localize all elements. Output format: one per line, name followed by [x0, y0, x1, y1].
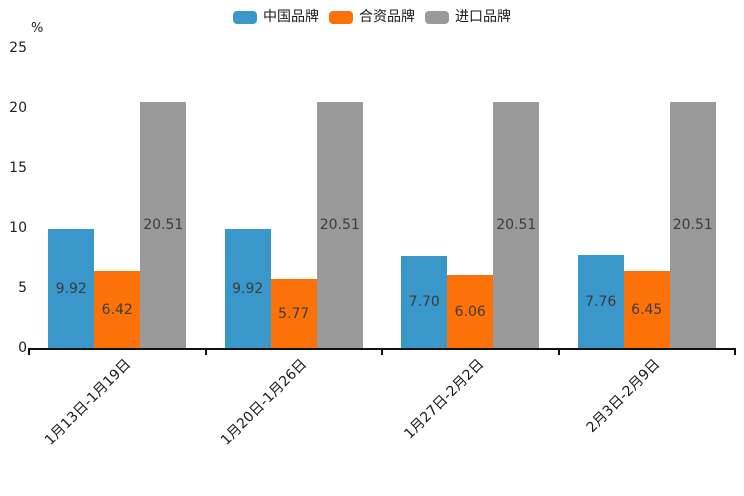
- bar-value-label: 20.51: [319, 217, 360, 233]
- legend-item[interactable]: 合资品牌: [329, 10, 415, 25]
- x-axis-label: 1月20日-1月26日: [218, 356, 311, 449]
- x-axis-tick: [734, 348, 736, 355]
- legend-label: 进口品牌: [455, 9, 511, 25]
- bar-value-label: 9.92: [55, 280, 87, 297]
- bar-value-label: 6.06: [454, 303, 486, 320]
- bar: 9.92: [48, 229, 95, 348]
- bar: 6.42: [94, 271, 141, 348]
- y-axis-tick-label: 25: [9, 40, 27, 56]
- bar: 5.77: [270, 279, 317, 348]
- bar: 7.70: [401, 256, 448, 348]
- bar: 20.51: [493, 102, 540, 348]
- bar-value-label: 7.70: [408, 294, 440, 310]
- bar-value-label: 20.51: [672, 217, 713, 233]
- x-axis-tick: [381, 348, 383, 355]
- legend-item[interactable]: 进口品牌: [425, 10, 511, 25]
- legend-label: 中国品牌: [263, 9, 319, 25]
- y-axis-tick-label: 20: [9, 100, 27, 116]
- y-axis-tick-label: 5: [18, 280, 27, 296]
- bar: 20.51: [140, 102, 187, 348]
- bar-value-label: 20.51: [143, 217, 184, 233]
- x-axis-tick: [204, 348, 207, 355]
- bar-value-label: 7.76: [585, 293, 617, 310]
- bar-value-label: 5.77: [278, 305, 310, 322]
- legend-swatch: [233, 11, 257, 24]
- x-axis-label: 2月3日-2月9日: [583, 356, 664, 436]
- bar-value-label: 9.92: [232, 280, 264, 297]
- y-axis-unit-label: %: [31, 21, 44, 36]
- x-axis-label: 1月27日-2月2日: [400, 356, 487, 443]
- legend-item[interactable]: 中国品牌: [233, 10, 319, 25]
- bar: 7.76: [577, 255, 624, 348]
- bar: 20.51: [316, 102, 363, 348]
- x-axis-tick: [28, 348, 30, 355]
- y-axis-tick-label: 15: [9, 160, 27, 176]
- legend-swatch: [425, 11, 449, 24]
- chart-legend: 中国品牌 合资品牌 进口品牌: [0, 10, 744, 25]
- x-axis-tick: [557, 348, 560, 355]
- bar-value-label: 20.51: [496, 217, 537, 233]
- legend-swatch: [329, 11, 353, 24]
- bar: 20.51: [669, 102, 716, 348]
- bar-value-label: 6.45: [631, 301, 663, 318]
- y-axis-tick-label: 10: [9, 220, 27, 236]
- x-axis-label: 1月13日-1月19日: [41, 356, 134, 449]
- bar-value-label: 6.42: [101, 301, 133, 318]
- bar: 6.45: [623, 271, 670, 348]
- legend-label: 合资品牌: [359, 9, 415, 25]
- bar: 6.06: [447, 275, 494, 348]
- y-axis-tick-label: 0: [18, 340, 27, 356]
- bar: 9.92: [224, 229, 271, 348]
